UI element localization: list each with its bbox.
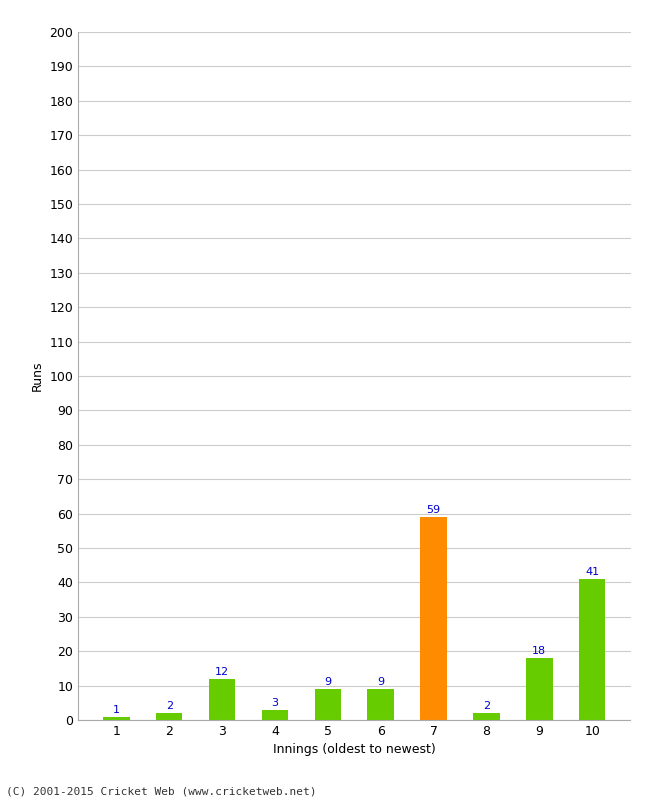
Bar: [367, 689, 394, 720]
Text: 3: 3: [272, 698, 278, 708]
X-axis label: Innings (oldest to newest): Innings (oldest to newest): [273, 743, 436, 757]
Text: 18: 18: [532, 646, 547, 656]
Text: 1: 1: [113, 705, 120, 715]
Y-axis label: Runs: Runs: [31, 361, 44, 391]
Bar: [209, 678, 235, 720]
Text: 41: 41: [585, 567, 599, 578]
Bar: [579, 579, 605, 720]
Bar: [103, 717, 129, 720]
Bar: [315, 689, 341, 720]
Bar: [473, 713, 500, 720]
Text: 2: 2: [166, 702, 173, 711]
Text: 9: 9: [324, 678, 332, 687]
Bar: [156, 713, 183, 720]
Bar: [421, 517, 447, 720]
Text: 9: 9: [377, 678, 384, 687]
Text: 12: 12: [215, 667, 229, 677]
Text: 2: 2: [483, 702, 490, 711]
Text: (C) 2001-2015 Cricket Web (www.cricketweb.net): (C) 2001-2015 Cricket Web (www.cricketwe…: [6, 786, 317, 796]
Text: 59: 59: [426, 506, 441, 515]
Bar: [526, 658, 552, 720]
Bar: [262, 710, 288, 720]
